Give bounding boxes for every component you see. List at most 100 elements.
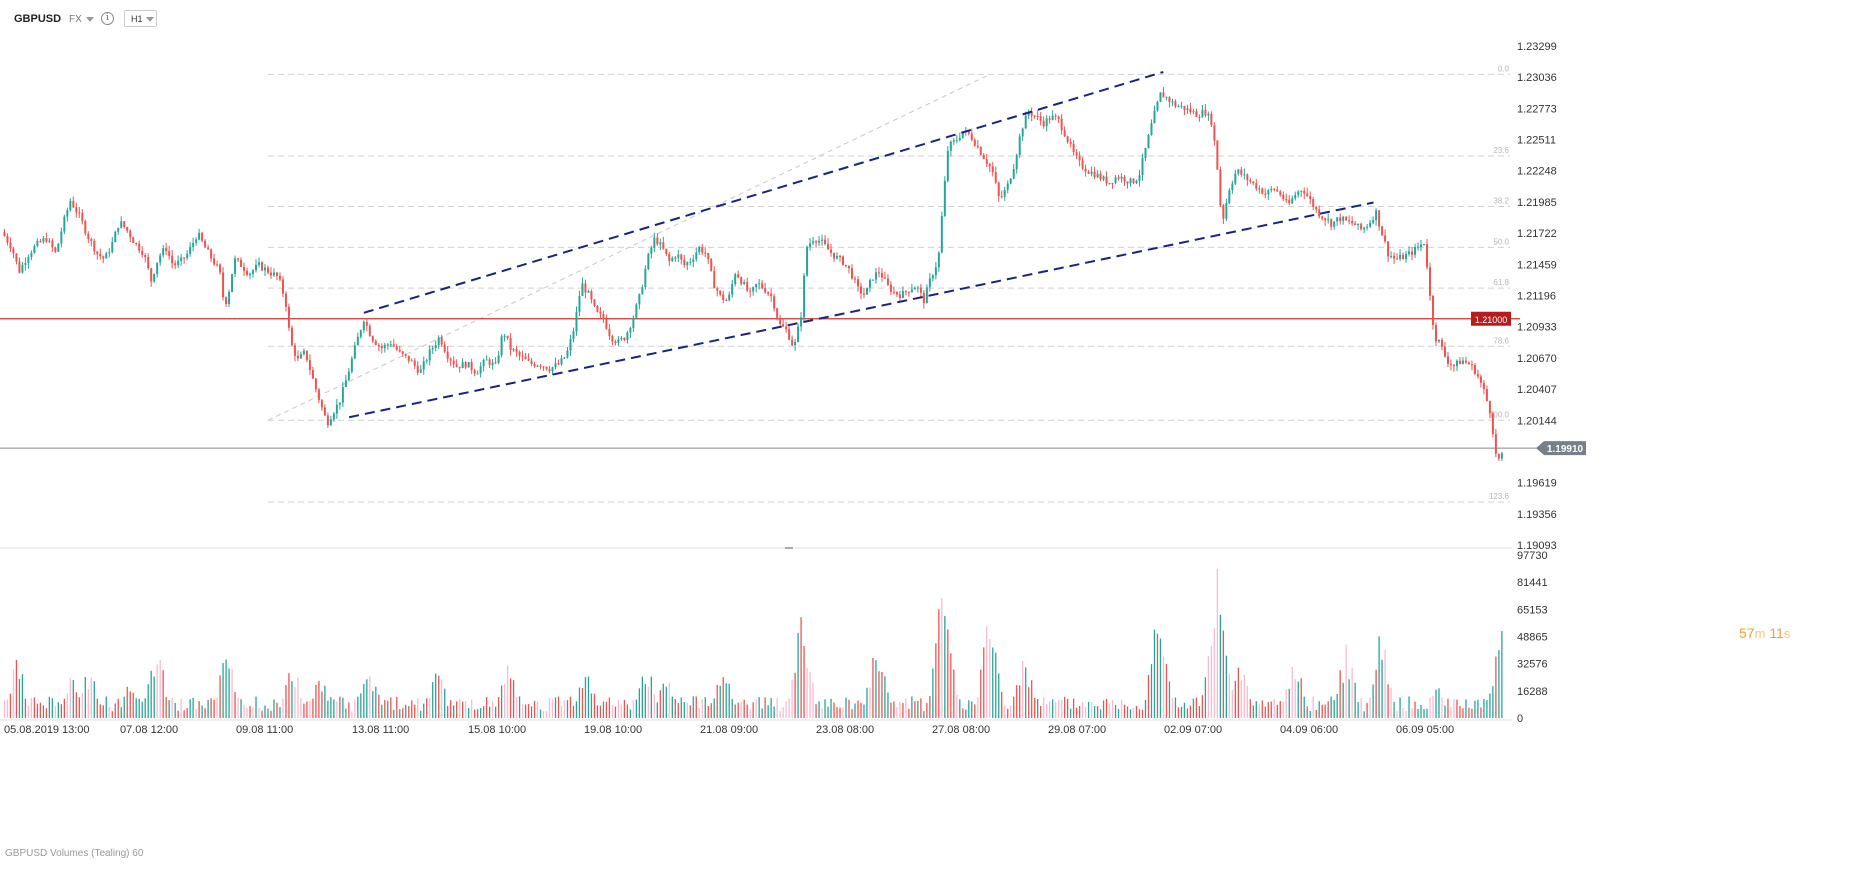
- candle-body: [1312, 199, 1315, 207]
- candle-body: [1204, 109, 1207, 116]
- candle-body: [111, 242, 114, 253]
- price-axis-tick: 1.20407: [1517, 384, 1557, 396]
- candle-body: [1021, 128, 1024, 137]
- candle-body: [1306, 193, 1309, 197]
- candle-body: [1429, 267, 1432, 296]
- info-icon[interactable]: i: [101, 12, 114, 25]
- candle-body: [1345, 216, 1348, 221]
- market-label[interactable]: FX: [69, 14, 82, 25]
- candle-body: [1210, 113, 1213, 126]
- candle-body: [542, 366, 545, 368]
- fib-level-label: 123.6: [1489, 492, 1510, 501]
- candle-body: [865, 287, 868, 295]
- candle-body: [1426, 243, 1429, 268]
- candle-body: [1432, 295, 1435, 326]
- candle-body: [943, 180, 946, 217]
- resistance-level-tag: [1471, 311, 1511, 326]
- candle-body: [785, 326, 788, 330]
- symbol-label[interactable]: GBPUSD: [14, 13, 62, 25]
- candle-body: [584, 283, 587, 293]
- candle-body: [1075, 152, 1078, 156]
- candle-countdown: 57m 11s: [1739, 625, 1790, 641]
- candle-body: [1494, 434, 1497, 454]
- candle-body: [1464, 360, 1467, 363]
- candle-body: [515, 349, 518, 353]
- candle-body: [743, 282, 746, 284]
- candle-body: [210, 249, 213, 259]
- candle-body: [623, 337, 626, 341]
- candle-body: [63, 216, 66, 232]
- fib-level-label: 61.8: [1493, 278, 1509, 287]
- candle-body: [509, 338, 512, 350]
- candle-body: [1120, 176, 1123, 179]
- candle-body: [1381, 226, 1384, 236]
- candle-body: [75, 207, 78, 213]
- trendlines[interactable]: [348, 71, 1374, 419]
- candle-body: [108, 252, 111, 254]
- candle-body: [1225, 203, 1228, 219]
- candle-body: [33, 246, 36, 253]
- fibonacci-retracement[interactable]: 0.0 23.6 38.2 50.0 61.8 78.6 100.0 123.6: [267, 64, 1510, 503]
- candle-body: [1396, 258, 1399, 260]
- horizontal-levels[interactable]: 1.21000 1.19910: [0, 311, 1586, 456]
- candle-body: [147, 257, 150, 269]
- candle-body: [1117, 177, 1120, 179]
- candle-body: [99, 253, 102, 257]
- candle-body: [806, 246, 809, 276]
- candle-body: [434, 345, 437, 349]
- candle-body: [683, 259, 686, 266]
- candle-body: [503, 335, 506, 337]
- volume-indicator-label: GBPUSD Volumes (Tealing) 60: [5, 848, 144, 859]
- candle-body: [296, 355, 299, 359]
- candle-body: [362, 321, 365, 331]
- candle-body: [1470, 364, 1473, 366]
- countdown-seconds: 11: [1769, 625, 1784, 641]
- candle-body: [45, 238, 48, 242]
- time-axis-tick: 13:00: [62, 724, 90, 736]
- candle-body: [383, 344, 386, 349]
- candle-body: [141, 250, 144, 256]
- market-chevron-down-icon[interactable]: [86, 17, 94, 22]
- candle-body: [413, 360, 416, 366]
- candle-body: [638, 294, 641, 305]
- timeframe-select[interactable]: H1: [124, 10, 157, 27]
- candle-body: [1473, 364, 1476, 375]
- candle-body: [389, 344, 392, 346]
- volume-axis-tick: 32576: [1517, 659, 1548, 671]
- candle-body: [1102, 176, 1105, 180]
- candle-body: [749, 290, 752, 292]
- time-axis-tick: 21.08 09:00: [700, 724, 758, 736]
- candle-body: [1411, 251, 1414, 255]
- candle-body: [692, 259, 695, 262]
- candle-body: [258, 262, 261, 265]
- candle-body: [1252, 181, 1255, 184]
- candle-body: [611, 335, 614, 342]
- countdown-minutes: 57: [1739, 625, 1755, 641]
- candle-body: [856, 279, 859, 287]
- candle-body: [1434, 325, 1437, 342]
- candle-body: [39, 240, 42, 242]
- candle-body: [1414, 246, 1417, 255]
- candle-body: [249, 273, 252, 275]
- candle-body: [1309, 196, 1312, 200]
- fib-level-label: 0.0: [1498, 64, 1510, 73]
- candle-body: [758, 283, 761, 285]
- candle-body: [1216, 140, 1219, 170]
- fib-level-label: 38.2: [1493, 197, 1509, 206]
- candle-body: [1387, 241, 1390, 257]
- candle-body: [1084, 168, 1087, 172]
- candle-body: [536, 365, 539, 367]
- candle-body: [1303, 190, 1306, 194]
- candle-body: [96, 251, 99, 254]
- timeframe-chevron-down-icon: [146, 17, 154, 22]
- candle-body: [204, 240, 207, 248]
- candle-body: [1165, 97, 1168, 99]
- candle-body: [410, 360, 413, 362]
- candle-body: [1015, 154, 1018, 170]
- candle-body: [842, 256, 845, 265]
- candle-body: [928, 278, 931, 288]
- candle-body: [153, 273, 156, 282]
- candle-body: [662, 242, 665, 249]
- candle-body: [1024, 115, 1027, 129]
